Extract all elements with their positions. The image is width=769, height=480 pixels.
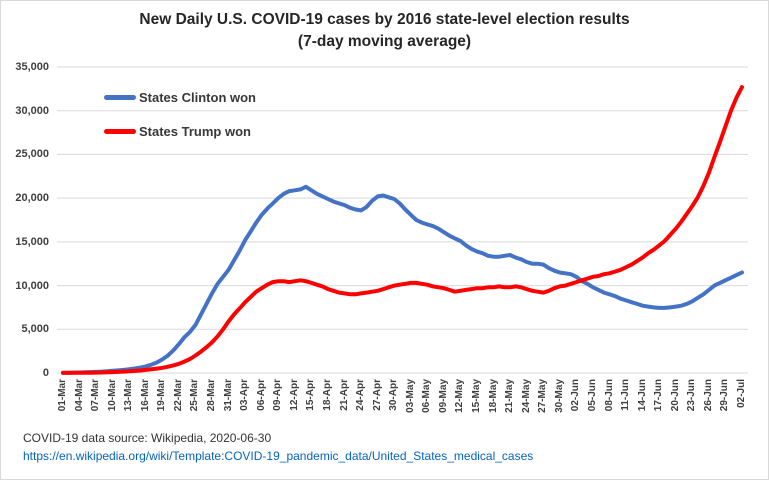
y-axis-tick-label: 20,000 xyxy=(15,192,49,205)
y-axis-tick-label: 30,000 xyxy=(15,104,49,117)
x-axis-tick-label: 06-May xyxy=(421,379,433,413)
x-axis-tick-label: 17-Jun xyxy=(653,379,665,412)
x-axis-tick-label: 18-Apr xyxy=(321,379,333,411)
x-axis-tick-label: 15-Apr xyxy=(305,379,317,411)
y-axis-tick-label: 0 xyxy=(42,367,49,379)
x-axis-tick-label: 26-Jun xyxy=(702,379,714,412)
x-axis-tick-label: 20-Jun xyxy=(669,379,681,412)
x-axis-tick-label: 09-Apr xyxy=(272,379,284,411)
x-axis-tick-label: 02-Jun xyxy=(570,379,582,412)
x-axis-tick-label: 24-Apr xyxy=(355,379,367,411)
x-axis-tick-label: 03-May xyxy=(404,379,416,413)
x-axis-tick-label: 08-Jun xyxy=(603,379,615,412)
x-axis-tick-label: 19-Mar xyxy=(156,379,168,412)
y-axis-tick-label: 5,000 xyxy=(21,323,49,336)
x-axis-tick-label: 12-Apr xyxy=(288,379,300,411)
x-axis-tick-label: 15-May xyxy=(471,379,483,413)
x-axis-tick-label: 12-May xyxy=(454,379,466,413)
x-axis-tick-label: 02-Jul xyxy=(736,379,747,408)
x-axis-tick-label: 29-Jun xyxy=(719,379,731,412)
trump-line-swatch-icon xyxy=(104,128,136,134)
source-url-link[interactable]: https://en.wikipedia.org/wiki/Template:C… xyxy=(23,449,534,463)
x-axis-tick-label: 11-Jun xyxy=(620,379,632,411)
x-axis-tick-label: 07-Mar xyxy=(90,379,102,412)
x-axis-tick-label: 25-Mar xyxy=(189,379,201,412)
clinton-line xyxy=(61,184,744,375)
x-axis-tick-label: 01-Mar xyxy=(57,379,68,412)
chart-title: New Daily U.S. COVID-19 cases by 2016 st… xyxy=(139,11,630,28)
x-axis-tick-label: 03-Apr xyxy=(239,379,251,411)
x-axis-tick-label: 23-Jun xyxy=(686,379,698,412)
chart-subtitle: (7-day moving average) xyxy=(297,33,472,50)
x-axis-tick-label: 04-Mar xyxy=(73,379,85,412)
x-axis-tick-label: 24-May xyxy=(520,379,532,413)
y-axis-tick-label: 15,000 xyxy=(15,235,49,248)
x-axis-tick-label: 27-May xyxy=(537,379,549,413)
x-axis-tick-label: 09-May xyxy=(437,379,449,413)
x-axis-tick-label: 21-Apr xyxy=(338,379,350,411)
data-source-note: COVID-19 data source: Wikipedia, 2020-06… xyxy=(23,431,272,445)
y-axis-tick-label: 25,000 xyxy=(15,148,49,161)
x-axis-tick-label: 22-Mar xyxy=(172,379,184,412)
x-axis-tick-label: 13-Mar xyxy=(123,379,135,412)
chart-title-block: New Daily U.S. COVID-19 cases by 2016 st… xyxy=(1,9,768,53)
legend-trump: States Trump won xyxy=(104,123,251,139)
clinton-line-swatch-icon xyxy=(104,94,136,100)
x-axis-tick-label: 31-Mar xyxy=(222,379,234,412)
y-axis-tick-label: 35,000 xyxy=(15,61,49,73)
legend-clinton: States Clinton won xyxy=(104,89,256,105)
x-axis-tick-label: 14-Jun xyxy=(636,379,648,412)
x-axis-tick-label: 06-Apr xyxy=(255,379,267,411)
legend-trump-label: States Trump won xyxy=(139,123,251,139)
x-axis-tick-label: 21-May xyxy=(504,379,516,413)
trump-line xyxy=(61,85,744,375)
x-axis-tick-label: 28-Mar xyxy=(206,379,218,412)
x-axis-tick-label: 05-Jun xyxy=(586,379,598,412)
x-axis-tick-label: 30-Apr xyxy=(388,379,400,411)
y-axis-tick-label: 10,000 xyxy=(15,279,49,292)
x-axis-tick-label: 18-May xyxy=(487,379,499,413)
x-axis-tick-label: 27-Apr xyxy=(371,379,383,411)
x-axis-tick-label: 16-Mar xyxy=(139,379,151,412)
x-axis-tick-label: 10-Mar xyxy=(106,379,118,412)
legend-clinton-label: States Clinton won xyxy=(139,89,256,105)
x-axis-tick-label: 30-May xyxy=(553,379,565,413)
